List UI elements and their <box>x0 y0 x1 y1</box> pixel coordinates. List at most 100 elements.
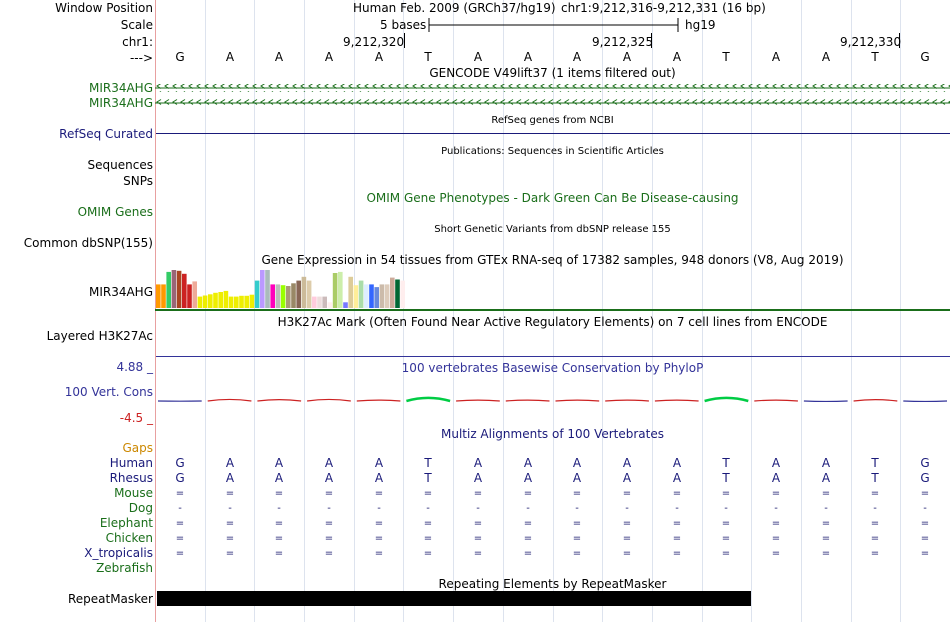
gencode-track-title[interactable]: GENCODE V49lift37 (1 items filtered out) <box>429 66 676 80</box>
gtex-tissue-bar[interactable] <box>176 270 182 308</box>
gtex-tissue-bar[interactable] <box>322 296 327 308</box>
omim-track-title[interactable]: OMIM Gene Phenotypes - Dark Green Can Be… <box>366 191 739 205</box>
phylop-score-mark[interactable] <box>406 396 451 403</box>
gencode-item-label[interactable]: MIR34AHG <box>88 96 153 110</box>
gtex-tissue-bar[interactable] <box>348 276 353 308</box>
gtex-tissue-bar[interactable] <box>192 281 197 308</box>
gtex-tissue-bar[interactable] <box>171 270 177 308</box>
gtex-tissue-bar[interactable] <box>384 284 390 308</box>
omim-track-label[interactable]: OMIM Genes <box>77 205 153 219</box>
gtex-tissue-bar[interactable] <box>291 283 296 308</box>
gtex-tissue-bar[interactable] <box>369 284 374 308</box>
phylop-score-mark[interactable] <box>754 399 798 402</box>
gtex-tissue-bar[interactable] <box>400 280 405 308</box>
gtex-tissue-bar[interactable] <box>234 296 239 308</box>
gtex-tissue-bar[interactable] <box>156 284 161 308</box>
refseq-gene-line[interactable] <box>156 133 950 134</box>
position-readout[interactable]: chr1:9,212,316-9,212,331 (16 bp) <box>561 1 766 15</box>
phylop-track-label[interactable]: 100 Vert. Cons <box>64 385 153 399</box>
gtex-tissue-bar[interactable] <box>306 280 312 308</box>
gtex-tissue-bar[interactable] <box>379 284 385 308</box>
repeatmasker-element[interactable] <box>157 591 751 606</box>
gtex-tissue-bar[interactable] <box>265 270 270 308</box>
phylop-score-mark[interactable] <box>704 396 749 403</box>
gtex-tissue-bar[interactable] <box>213 292 218 308</box>
gtex-tissue-bar[interactable] <box>296 280 301 308</box>
gtex-tissue-bar[interactable] <box>301 276 307 308</box>
gtex-tissue-bar[interactable] <box>218 292 223 308</box>
gtex-tissue-bar[interactable] <box>166 271 171 308</box>
gtex-tissue-bar[interactable] <box>187 284 192 308</box>
species-label[interactable]: Chicken <box>105 531 153 545</box>
publications-track-label[interactable]: Sequences <box>87 158 153 172</box>
phylop-score-mark[interactable] <box>505 399 550 402</box>
gencode-item-label[interactable]: MIR34AHG <box>88 81 153 95</box>
phylop-score-mark[interactable] <box>605 399 649 402</box>
gtex-tissue-bar[interactable] <box>358 280 364 308</box>
species-label[interactable]: Rhesus <box>109 471 153 485</box>
gtex-tissue-bar[interactable] <box>202 295 208 309</box>
phylop-score-mark[interactable] <box>853 399 898 402</box>
h3k27ac-track-title[interactable]: H3K27Ac Mark (Often Found Near Active Re… <box>277 315 828 329</box>
alignment-cell: = <box>523 518 533 529</box>
phylop-plot[interactable] <box>155 372 950 422</box>
phylop-score-mark[interactable] <box>356 399 401 402</box>
gtex-tissue-bar[interactable] <box>254 280 260 308</box>
species-label[interactable]: Elephant <box>99 516 153 530</box>
gtex-track-title[interactable]: Gene Expression in 54 tissues from GTEx … <box>261 253 844 267</box>
gtex-tissue-bar[interactable] <box>280 285 286 308</box>
species-label[interactable]: Mouse <box>114 486 153 500</box>
gtex-tissue-bar[interactable] <box>312 296 317 308</box>
species-label[interactable]: Human <box>109 456 153 470</box>
phylop-score-mark[interactable] <box>257 399 302 402</box>
gtex-tissue-bar[interactable] <box>270 284 275 308</box>
phylop-score-mark[interactable] <box>307 398 351 402</box>
alignment-cell: = <box>622 548 632 559</box>
gtex-tissue-bar[interactable] <box>353 285 359 308</box>
publications-track-title[interactable]: Publications: Sequences in Scientific Ar… <box>441 146 664 157</box>
gtex-tissue-bar[interactable] <box>275 284 281 308</box>
gtex-tissue-bar[interactable] <box>239 295 244 308</box>
gtex-tissue-bar[interactable] <box>197 296 203 308</box>
gtex-tissue-bar[interactable] <box>332 273 338 308</box>
refseq-track-title[interactable]: RefSeq genes from NCBI <box>491 115 614 126</box>
gtex-tissue-bar[interactable] <box>161 284 166 308</box>
snps-track-label[interactable]: SNPs <box>123 174 153 188</box>
phylop-score-mark[interactable] <box>456 399 500 402</box>
multiz-track-title[interactable]: Multiz Alignments of 100 Vertebrates <box>440 427 665 441</box>
gtex-tissue-bar[interactable] <box>286 286 291 308</box>
gtex-tissue-bar[interactable] <box>390 277 395 308</box>
gtex-tissue-bar[interactable] <box>182 273 187 308</box>
refseq-track-label[interactable]: RefSeq Curated <box>59 127 153 141</box>
gtex-tissue-bar[interactable] <box>395 279 400 309</box>
gtex-tissue-bar[interactable] <box>343 302 348 308</box>
gtex-tissue-bar[interactable] <box>208 294 213 308</box>
gtex-tissue-bar[interactable] <box>374 287 379 308</box>
gtex-tissue-bar[interactable] <box>223 290 229 308</box>
gtex-tissue-bar[interactable] <box>317 296 322 308</box>
species-label[interactable]: Dog <box>128 501 153 515</box>
gencode-transcripts[interactable] <box>155 82 950 110</box>
phylop-score-mark[interactable] <box>654 399 699 402</box>
gtex-tissue-bar[interactable] <box>244 295 249 308</box>
gaps-label[interactable]: Gaps <box>122 441 153 455</box>
phylop-score-mark[interactable] <box>207 398 252 402</box>
gtex-tissue-bar[interactable] <box>338 271 343 308</box>
phylop-score-mark[interactable] <box>555 399 600 402</box>
gtex-track-label[interactable]: MIR34AHG <box>88 285 153 299</box>
gtex-tissue-bar[interactable] <box>364 284 369 308</box>
alignment-cell: = <box>324 518 334 529</box>
dbsnp-track-label[interactable]: Common dbSNP(155) <box>23 236 153 250</box>
gtex-tissue-bar[interactable] <box>327 302 333 308</box>
gtex-tissue-bar[interactable] <box>228 296 234 308</box>
species-label[interactable]: Zebrafish <box>96 561 153 575</box>
gtex-tissue-bar[interactable] <box>249 294 255 308</box>
phylop-track-title[interactable]: 100 vertebrates Basewise Conservation by… <box>401 361 704 375</box>
dbsnp-track-title[interactable]: Short Genetic Variants from dbSNP releas… <box>434 224 671 235</box>
h3k27ac-track-label[interactable]: Layered H3K27Ac <box>46 329 153 343</box>
gtex-tissue-bar[interactable] <box>260 270 265 308</box>
species-label[interactable]: X_tropicalis <box>84 546 153 560</box>
repeatmasker-track-title[interactable]: Repeating Elements by RepeatMasker <box>438 577 667 591</box>
gtex-expression-bars[interactable] <box>155 268 950 312</box>
repeatmasker-track-label[interactable]: RepeatMasker <box>67 592 153 606</box>
